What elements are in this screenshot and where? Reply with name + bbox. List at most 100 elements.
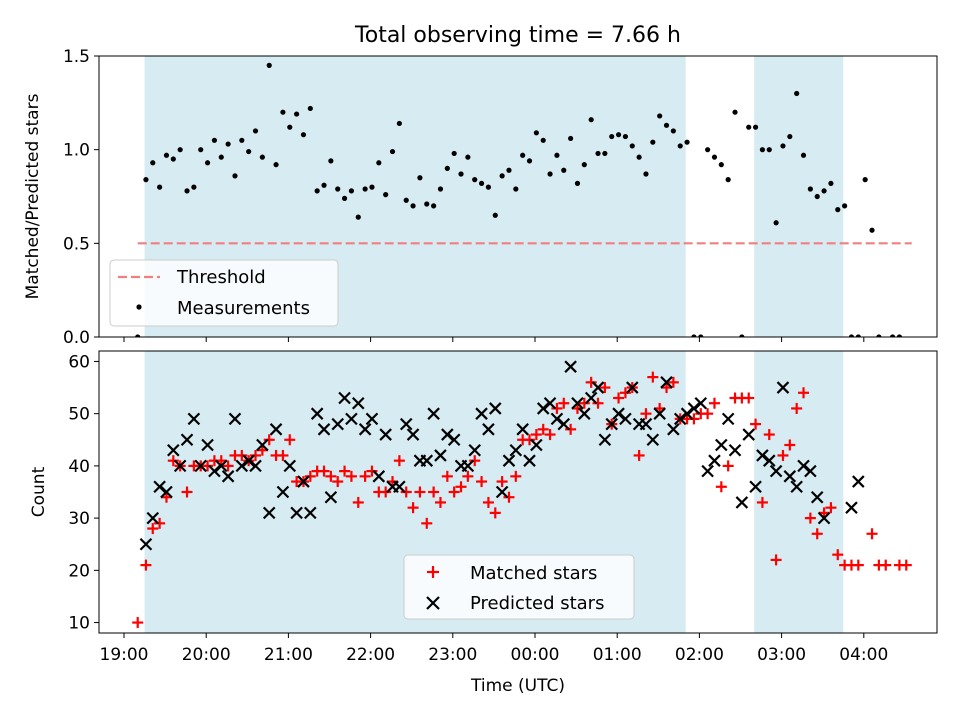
measurement-point bbox=[725, 177, 731, 183]
predicted-star-point bbox=[680, 407, 694, 420]
measurement-point bbox=[431, 203, 437, 209]
measurement-point bbox=[643, 171, 649, 177]
measurement-point bbox=[287, 124, 293, 130]
matched-star-point bbox=[441, 470, 453, 482]
measurement-point bbox=[780, 143, 786, 149]
measurement-point bbox=[588, 117, 594, 123]
measurement-point bbox=[746, 124, 752, 130]
predicted-star-point bbox=[447, 433, 461, 447]
measurement-point bbox=[198, 147, 204, 153]
bottom-xtick-label: 22:00 bbox=[346, 645, 395, 665]
measurement-point bbox=[622, 133, 629, 140]
measurement-point bbox=[177, 147, 183, 153]
matched-star-point bbox=[558, 397, 570, 409]
measurement-point bbox=[787, 133, 793, 140]
predicted-star-point bbox=[776, 381, 790, 394]
matched-star-point bbox=[798, 387, 810, 399]
predicted-star-point bbox=[262, 506, 276, 520]
bottom-xtick-label: 23:00 bbox=[428, 645, 477, 665]
measurement-point bbox=[499, 173, 505, 179]
measurement-point bbox=[800, 152, 807, 158]
measurement-point bbox=[650, 139, 656, 145]
matched-star-point bbox=[250, 449, 262, 461]
predicted-star-point bbox=[468, 443, 481, 457]
measurement-point bbox=[691, 334, 697, 337]
measurement-point bbox=[451, 150, 457, 157]
predicted-star-point bbox=[358, 423, 372, 436]
measurement-point bbox=[835, 207, 841, 213]
predicted-star-point bbox=[509, 443, 523, 457]
bottom-ytick-label: 30 bbox=[68, 509, 90, 529]
matched-star-point bbox=[434, 496, 446, 508]
measurement-point bbox=[389, 148, 396, 155]
matched-star-point bbox=[469, 455, 481, 467]
measurement-point bbox=[759, 147, 766, 153]
bottom-plot-frame bbox=[98, 350, 938, 634]
predicted-star-point bbox=[742, 428, 755, 441]
matched-star-point bbox=[147, 523, 159, 535]
measurement-point bbox=[348, 188, 355, 194]
predicted-star-point bbox=[619, 412, 632, 426]
predicted-star-point bbox=[393, 480, 406, 494]
matched-star-point bbox=[784, 439, 796, 451]
predicted-star-point bbox=[338, 391, 351, 405]
measurement-point bbox=[794, 90, 800, 97]
legend-threshold-label: Threshold bbox=[176, 267, 266, 288]
measurement-point bbox=[157, 184, 163, 190]
predicted-star-point bbox=[797, 459, 810, 473]
predicted-star-point bbox=[173, 459, 187, 473]
matched-star-point bbox=[339, 465, 351, 477]
measurement-point bbox=[150, 160, 156, 166]
predicted-star-point bbox=[536, 402, 550, 415]
predicted-star-point bbox=[351, 396, 365, 410]
measurement-point bbox=[732, 109, 738, 115]
measurement-point bbox=[218, 154, 224, 160]
measurement-point bbox=[814, 193, 820, 200]
matched-star-point bbox=[633, 449, 645, 461]
measurement-point bbox=[143, 177, 149, 183]
matched-star-point bbox=[811, 528, 823, 540]
predicted-star-point bbox=[571, 396, 584, 410]
predicted-star-point bbox=[221, 470, 235, 483]
predicted-star-point bbox=[817, 511, 831, 525]
matched-star-point bbox=[647, 371, 659, 383]
predicted-star-point bbox=[324, 490, 338, 504]
measurement-point bbox=[211, 137, 218, 143]
measurement-point bbox=[335, 186, 341, 192]
matched-star-point bbox=[421, 517, 433, 529]
measurement-point bbox=[191, 184, 197, 190]
predicted-star-point bbox=[235, 459, 249, 473]
measurement-point bbox=[670, 128, 676, 134]
matched-star-point bbox=[592, 397, 604, 409]
predicted-star-point bbox=[153, 480, 166, 494]
predicted-star-point bbox=[762, 454, 776, 467]
measurement-point bbox=[266, 62, 272, 68]
predicted-star-point bbox=[276, 485, 290, 499]
measurement-point bbox=[369, 184, 375, 190]
top-legend-box bbox=[109, 259, 339, 327]
matched-star-point bbox=[852, 559, 864, 571]
matched-star-point bbox=[530, 429, 542, 441]
measurement-point bbox=[383, 192, 389, 198]
matched-star-point bbox=[756, 496, 768, 508]
predicted-star-point bbox=[269, 423, 283, 436]
predicted-star-point bbox=[495, 485, 509, 499]
predicted-star-point bbox=[673, 412, 687, 426]
matched-star-point bbox=[599, 382, 611, 394]
matched-star-point bbox=[325, 470, 337, 482]
matched-star-point bbox=[510, 470, 522, 482]
predicted-star-point bbox=[523, 454, 536, 467]
predicted-star-point bbox=[461, 459, 475, 473]
predicted-star-point bbox=[735, 496, 749, 509]
observing-window-1 bbox=[754, 56, 844, 337]
predicted-star-point bbox=[345, 412, 358, 426]
predicted-star-point bbox=[160, 485, 173, 499]
predicted-star-point bbox=[331, 417, 344, 431]
matched-star-point bbox=[619, 387, 631, 399]
top-plot-frame bbox=[98, 55, 938, 338]
measurement-point bbox=[417, 175, 423, 181]
predicted-star-point bbox=[372, 470, 386, 483]
predicted-star-point bbox=[516, 423, 529, 436]
matched-star-point bbox=[708, 397, 720, 409]
